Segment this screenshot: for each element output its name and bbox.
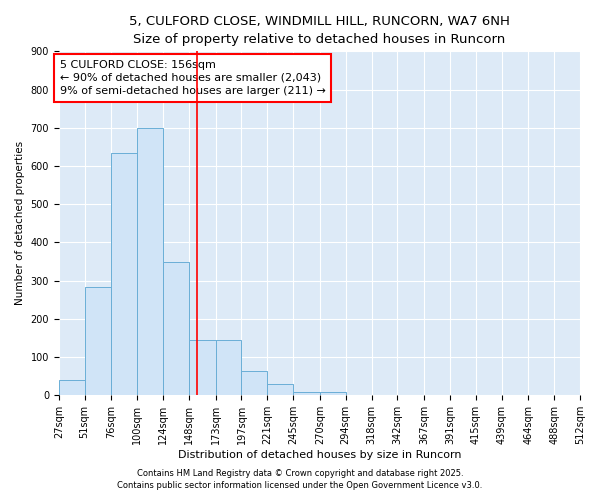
Text: 5 CULFORD CLOSE: 156sqm
← 90% of detached houses are smaller (2,043)
9% of semi-: 5 CULFORD CLOSE: 156sqm ← 90% of detache… (60, 60, 326, 96)
Text: Contains HM Land Registry data © Crown copyright and database right 2025.
Contai: Contains HM Land Registry data © Crown c… (118, 468, 482, 490)
Bar (189, 340, 215, 396)
Bar (293, 392, 320, 396)
Title: 5, CULFORD CLOSE, WINDMILL HILL, RUNCORN, WA7 6NH
Size of property relative to d: 5, CULFORD CLOSE, WINDMILL HILL, RUNCORN… (129, 15, 510, 46)
Bar (215, 340, 241, 396)
Bar (241, 370, 267, 396)
Bar (267, 384, 293, 396)
X-axis label: Distribution of detached houses by size in Runcorn: Distribution of detached houses by size … (178, 450, 461, 460)
Bar (320, 392, 346, 396)
Bar (112, 152, 137, 396)
Bar (59, 380, 85, 396)
Y-axis label: Number of detached properties: Number of detached properties (15, 142, 25, 306)
Bar (137, 128, 163, 396)
Bar (85, 287, 112, 396)
Bar (163, 262, 189, 396)
